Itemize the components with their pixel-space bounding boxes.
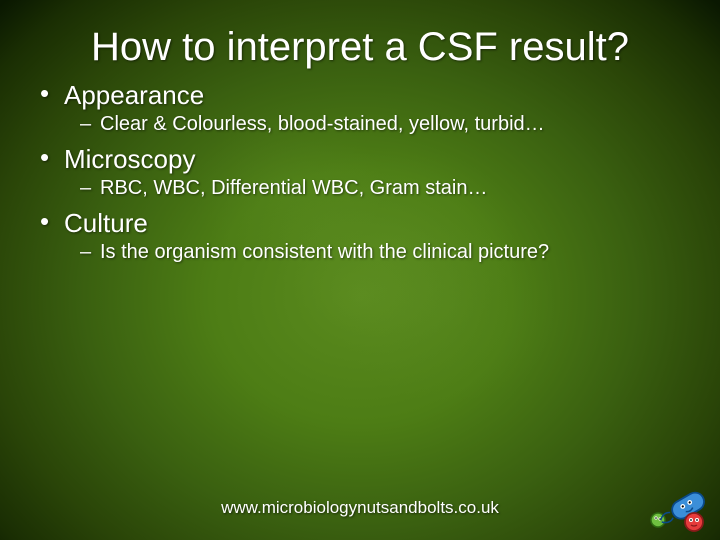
footer-url: www.microbiologynutsandbolts.co.uk xyxy=(0,498,720,518)
subbullet-appearance: Clear & Colourless, blood-stained, yello… xyxy=(36,113,690,136)
slide-content: Appearance Clear & Colourless, blood-sta… xyxy=(30,80,690,264)
subbullet-microscopy: RBC, WBC, Differential WBC, Gram stain… xyxy=(36,177,690,200)
slide-title: How to interpret a CSF result? xyxy=(70,24,651,70)
bullet-appearance: Appearance xyxy=(36,80,690,111)
logo-microbes-icon xyxy=(646,484,710,532)
subbullet-culture: Is the organism consistent with the clin… xyxy=(36,241,690,264)
bullet-culture: Culture xyxy=(36,208,690,239)
slide: How to interpret a CSF result? Appearanc… xyxy=(0,0,720,540)
bullet-microscopy: Microscopy xyxy=(36,144,690,175)
